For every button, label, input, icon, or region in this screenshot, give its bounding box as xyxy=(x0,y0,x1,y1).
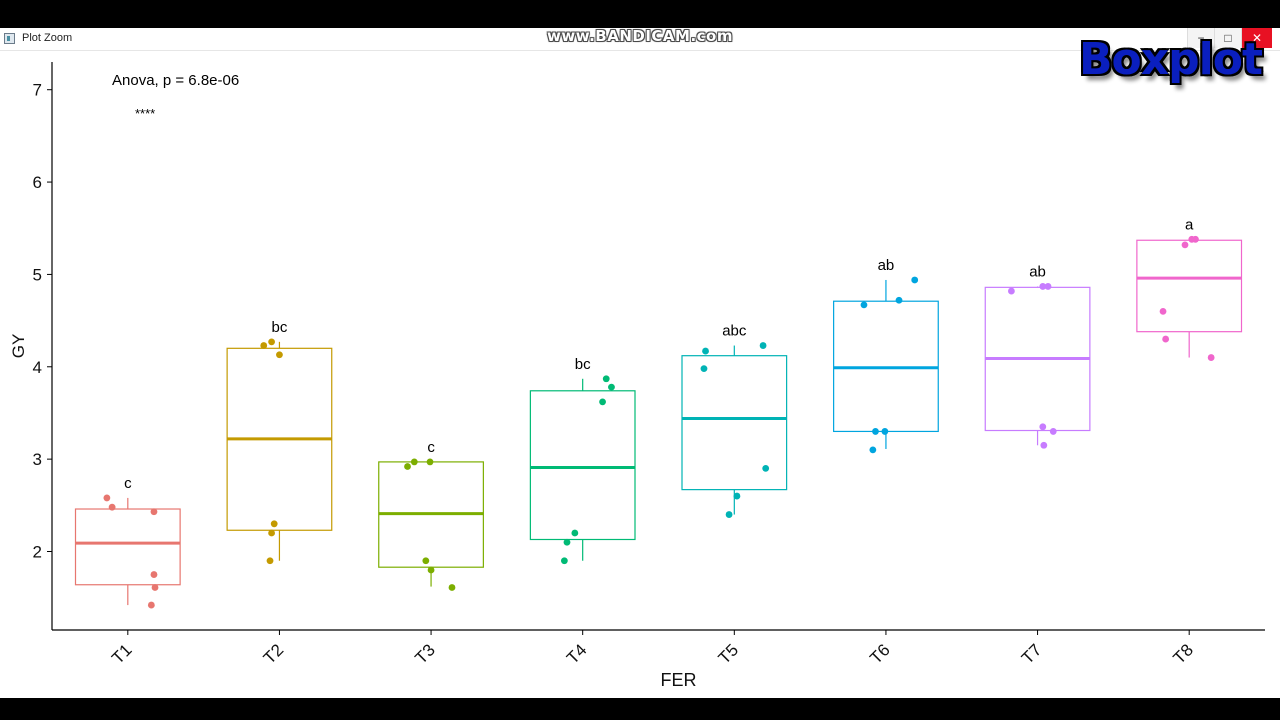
boxplot-chart: 2 3 4 5 6 7 GY T1 T2 T3 T4 T5 T6 T7 T8 FER Anova, p = 6.… xyxy=(9,62,1265,690)
x-tick-label: T5 xyxy=(715,640,742,667)
x-tick-label: T6 xyxy=(866,640,893,667)
group-letter: bc xyxy=(575,356,591,373)
box-T1 xyxy=(74,508,181,586)
data-point xyxy=(266,557,274,565)
x-tick-label: T2 xyxy=(260,640,287,667)
plot-zoom-window: Plot Zoom 2 3 4 5 6 7 GY T1 T2 T3 T4 T5 T6 T7 T8 FER Ano… xyxy=(0,28,1280,698)
data-point xyxy=(1008,287,1015,295)
data-point xyxy=(1159,307,1167,315)
group-letter: c xyxy=(124,475,132,492)
recorder-watermark: www.BANDICAM.com xyxy=(546,27,733,45)
data-point xyxy=(448,584,456,591)
data-point xyxy=(1192,235,1199,243)
x-tick-label: T4 xyxy=(563,640,590,667)
data-point xyxy=(860,301,868,309)
data-point xyxy=(426,458,434,466)
data-point xyxy=(733,492,741,500)
data-point xyxy=(1181,241,1189,249)
y-tick-label: 3 xyxy=(33,450,42,469)
window-title: Plot Zoom xyxy=(22,32,73,44)
y-tick-label: 7 xyxy=(33,81,42,100)
data-point xyxy=(700,365,708,373)
box-T8 xyxy=(1136,239,1243,333)
x-tick-label: T3 xyxy=(411,640,438,667)
data-point xyxy=(599,398,606,406)
data-point xyxy=(1039,283,1047,290)
data-point xyxy=(608,383,615,391)
data-point xyxy=(872,428,879,435)
data-point xyxy=(725,511,733,518)
data-point xyxy=(260,342,268,349)
data-point xyxy=(270,520,278,528)
data-point xyxy=(151,584,159,591)
y-tick-label: 5 xyxy=(33,265,42,284)
data-point xyxy=(404,463,411,470)
data-point xyxy=(911,276,919,284)
data-point xyxy=(1049,428,1057,435)
group-letter: c xyxy=(427,439,435,456)
y-axis-label: GY xyxy=(9,334,28,359)
anova-label: Anova, p = 6.8e-06 xyxy=(112,72,239,89)
group-letter: ab xyxy=(1029,263,1046,280)
x-tick-label: T8 xyxy=(1170,640,1197,667)
data-point xyxy=(150,571,158,578)
data-point xyxy=(602,375,610,383)
data-point xyxy=(427,566,435,574)
data-point xyxy=(1207,354,1215,361)
data-point xyxy=(881,428,889,435)
data-point xyxy=(268,338,275,346)
data-point xyxy=(103,494,111,502)
data-point xyxy=(422,557,430,565)
group-letter: abc xyxy=(722,323,747,340)
group-letter: a xyxy=(1185,216,1194,233)
group-letter: ab xyxy=(878,257,895,274)
y-tick-label: 4 xyxy=(33,358,42,377)
overlay-title: Boxplot xyxy=(1079,34,1263,85)
data-point xyxy=(108,503,116,511)
minimize-button[interactable]: − xyxy=(1187,28,1214,48)
data-point xyxy=(147,601,155,609)
data-point xyxy=(759,342,767,349)
y-tick-label: 2 xyxy=(33,542,42,561)
box-T4 xyxy=(529,390,636,541)
data-point xyxy=(762,464,770,472)
data-point xyxy=(1039,423,1047,431)
data-point xyxy=(1040,441,1048,449)
x-tick-label: T7 xyxy=(1018,640,1045,667)
close-button[interactable]: ✕ xyxy=(1241,28,1272,48)
group-letter: bc xyxy=(272,319,288,336)
data-point xyxy=(1162,335,1170,343)
data-point xyxy=(571,529,579,537)
data-point xyxy=(895,296,903,304)
data-point xyxy=(869,446,877,454)
data-point xyxy=(1044,283,1052,290)
box-T5 xyxy=(681,355,788,491)
window-titlebar: Plot Zoom xyxy=(0,28,1280,51)
window-controls: − □ ✕ xyxy=(1187,28,1272,48)
maximize-button[interactable]: □ xyxy=(1214,28,1241,48)
app-icon xyxy=(4,33,15,44)
significance-stars: **** xyxy=(135,106,155,121)
data-point xyxy=(563,538,571,546)
data-point xyxy=(410,458,418,466)
data-point xyxy=(560,557,568,565)
y-tick-label: 6 xyxy=(33,173,42,192)
x-tick-label: T1 xyxy=(108,640,135,667)
data-point xyxy=(268,529,275,537)
x-axis-label: FER xyxy=(661,670,697,690)
data-point xyxy=(276,351,283,359)
data-point xyxy=(150,508,158,516)
data-point xyxy=(702,347,709,355)
